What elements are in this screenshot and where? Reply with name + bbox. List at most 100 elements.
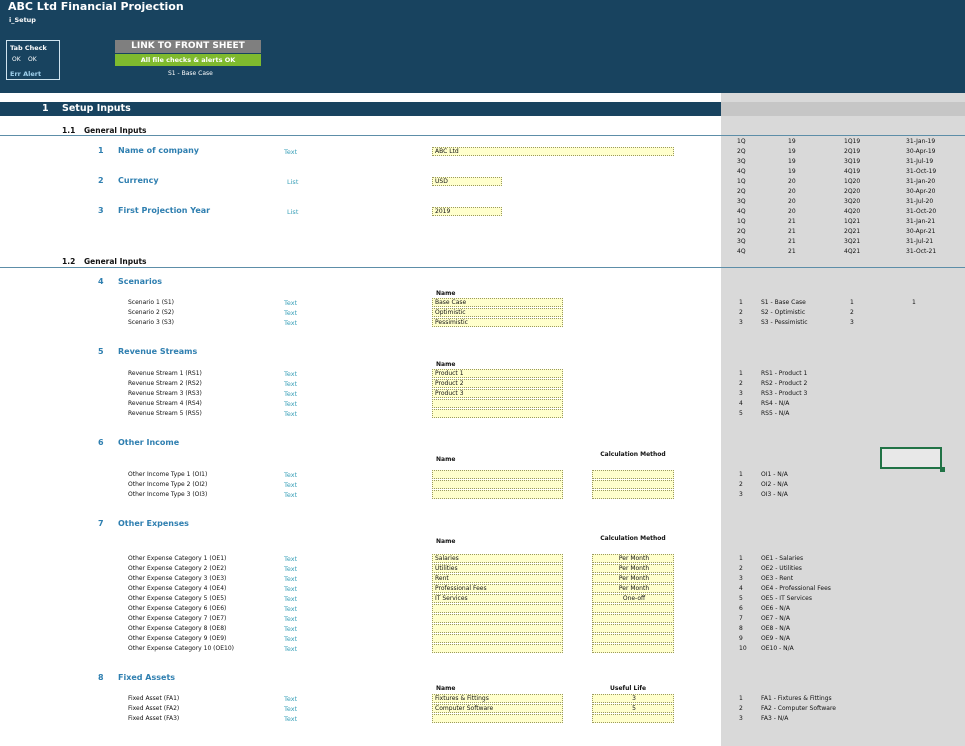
input-type: Text xyxy=(284,410,298,418)
quarter-code: 3Q21 xyxy=(844,238,861,245)
divider xyxy=(0,267,965,268)
row-code: OE9 - N/A xyxy=(761,635,790,642)
calc-method-field[interactable] xyxy=(592,604,674,613)
row-index: 3 xyxy=(739,390,743,397)
quarter-label: 3Q xyxy=(737,158,746,165)
name-field[interactable]: Product 1 xyxy=(432,369,563,378)
calc-method-field[interactable] xyxy=(592,614,674,623)
calc-method-field[interactable]: Per Month xyxy=(592,554,674,563)
section-bar-right xyxy=(721,102,965,116)
useful-life-field[interactable]: 5 xyxy=(592,704,674,713)
name-field[interactable]: Professional Fees xyxy=(432,584,563,593)
row-index: 3 xyxy=(739,491,743,498)
row-index: 3 xyxy=(739,575,743,582)
calc-method-field[interactable]: Per Month xyxy=(592,584,674,593)
name-field[interactable]: Optimistic xyxy=(432,308,563,317)
row-index: 2 xyxy=(739,309,743,316)
name-field[interactable]: Pessimistic xyxy=(432,318,563,327)
calc-method-field[interactable] xyxy=(592,624,674,633)
calc-method-field[interactable] xyxy=(592,490,674,499)
name-field[interactable] xyxy=(432,634,563,643)
fill-handle[interactable] xyxy=(940,467,945,472)
input-type: Text xyxy=(284,390,298,398)
currency-select[interactable]: USD xyxy=(432,177,502,186)
name-field[interactable] xyxy=(432,409,563,418)
subsection-title: General Inputs xyxy=(84,126,147,135)
input-type: Text xyxy=(284,299,298,307)
row-label: Other Expense Category 6 (OE6) xyxy=(128,605,227,612)
name-field[interactable] xyxy=(432,714,563,723)
row-label: Other Expense Category 4 (OE4) xyxy=(128,585,227,592)
quarter-code: 3Q20 xyxy=(844,198,861,205)
row-code: FA2 - Computer Software xyxy=(761,705,836,712)
name-field[interactable]: Fixtures & Fittings xyxy=(432,694,563,703)
row-index: 1 xyxy=(739,471,743,478)
scenario-flag-a: 1 xyxy=(850,299,854,306)
quarter-code: 1Q21 xyxy=(844,218,861,225)
divider xyxy=(0,135,965,136)
name-field[interactable]: Product 3 xyxy=(432,389,563,398)
section-bar xyxy=(0,102,721,116)
name-field[interactable] xyxy=(432,644,563,653)
name-field[interactable]: IT Services xyxy=(432,594,563,603)
row-label: Revenue Stream 3 (RS3) xyxy=(128,390,202,397)
useful-life-field[interactable]: 3 xyxy=(592,694,674,703)
year-short: 21 xyxy=(788,238,796,245)
calc-method-field[interactable] xyxy=(592,634,674,643)
name-field[interactable]: Base Case xyxy=(432,298,563,307)
group-number: 5 xyxy=(98,347,104,356)
quarter-label: 3Q xyxy=(737,198,746,205)
quarter-code: 4Q21 xyxy=(844,248,861,255)
row-label: Other Income Type 2 (OI2) xyxy=(128,481,208,488)
projection-year-select[interactable]: 2019 xyxy=(432,207,502,216)
quarter-end-date: 30-Apr-19 xyxy=(906,148,936,155)
name-field[interactable]: Rent xyxy=(432,574,563,583)
row-index: 5 xyxy=(739,410,743,417)
selected-cell[interactable] xyxy=(880,447,942,469)
row-index: 6 xyxy=(739,605,743,612)
row-label: Scenario 2 (S2) xyxy=(128,309,175,316)
row-code: OE10 - N/A xyxy=(761,645,794,652)
calc-method-field[interactable] xyxy=(592,480,674,489)
row-index: 3 xyxy=(739,715,743,722)
name-field[interactable]: Utilities xyxy=(432,564,563,573)
calc-method-field[interactable]: Per Month xyxy=(592,574,674,583)
name-field[interactable] xyxy=(432,624,563,633)
quarter-label: 2Q xyxy=(737,188,746,195)
quarter-end-date: 31-Oct-20 xyxy=(906,208,937,215)
year-short: 19 xyxy=(788,158,796,165)
name-field[interactable]: Computer Software xyxy=(432,704,563,713)
quarter-label: 2Q xyxy=(737,228,746,235)
quarter-end-date: 31-Jan-21 xyxy=(906,218,936,225)
tab-check-ok-1: OK xyxy=(12,56,21,63)
quarter-end-date: 31-Jul-20 xyxy=(906,198,934,205)
row-code: RS2 - Product 2 xyxy=(761,380,808,387)
name-field[interactable] xyxy=(432,470,563,479)
name-field[interactable]: Salaries xyxy=(432,554,563,563)
scenarios-heading: Scenarios xyxy=(118,277,162,286)
currency-label: Currency xyxy=(118,176,159,185)
row-index: 4 xyxy=(739,400,743,407)
row-code: RS5 - N/A xyxy=(761,410,790,417)
useful-life-field[interactable] xyxy=(592,714,674,723)
link-to-front-sheet-button[interactable]: LINK TO FRONT SHEET xyxy=(115,40,261,53)
input-number: 3 xyxy=(98,206,104,215)
input-type: Text xyxy=(284,705,298,713)
name-field[interactable]: Product 2 xyxy=(432,379,563,388)
row-label: Fixed Asset (FA3) xyxy=(128,715,180,722)
name-field[interactable] xyxy=(432,399,563,408)
calc-method-field[interactable]: One-off xyxy=(592,594,674,603)
company-name-field[interactable]: ABC Ltd xyxy=(432,147,674,156)
calc-method-field[interactable] xyxy=(592,470,674,479)
year-short: 20 xyxy=(788,188,796,195)
subsection-title: General Inputs xyxy=(84,257,147,266)
input-type: Text xyxy=(284,319,298,327)
name-field[interactable] xyxy=(432,604,563,613)
name-field[interactable] xyxy=(432,480,563,489)
input-type: Text xyxy=(284,575,298,583)
calc-method-field[interactable] xyxy=(592,644,674,653)
quarter-label: 4Q xyxy=(737,168,746,175)
calc-method-field[interactable]: Per Month xyxy=(592,564,674,573)
name-field[interactable] xyxy=(432,490,563,499)
name-field[interactable] xyxy=(432,614,563,623)
